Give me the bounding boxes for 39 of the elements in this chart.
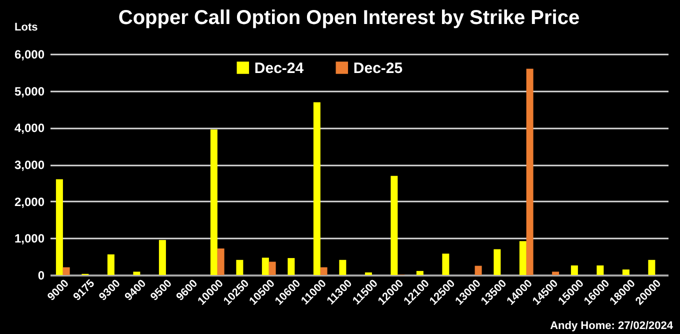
text: Andy Home: 27/02/2024 [550, 320, 674, 332]
bar [236, 260, 244, 275]
bar [494, 249, 501, 275]
bar [133, 272, 140, 275]
bar [364, 272, 372, 275]
y-tick-label: 0 [38, 268, 45, 282]
y-tick-label: 4,000 [14, 121, 45, 136]
bar [268, 262, 276, 275]
bar [442, 254, 450, 275]
chart-title: Copper Call Option Open Interest by Strike Price [118, 7, 580, 29]
legend-label: Dec-25 [353, 60, 403, 77]
y-tick-label: 1,000 [14, 232, 45, 246]
y-tick-label: 2,000 [14, 194, 45, 209]
bar [107, 254, 114, 275]
bar [622, 269, 630, 275]
bar [570, 265, 578, 275]
bar [552, 272, 560, 275]
bar [158, 240, 166, 275]
bar [320, 267, 328, 275]
y-tick-label: 5,000 [14, 84, 45, 98]
bar [526, 68, 534, 275]
y-tick-label: 6,000 [14, 48, 45, 62]
y-axis-title: Lots [14, 22, 38, 34]
bar [288, 258, 295, 275]
bar [217, 248, 224, 275]
bar [390, 176, 398, 275]
bar [313, 102, 320, 275]
bar [648, 260, 656, 275]
bar [474, 266, 482, 275]
bar [262, 258, 269, 275]
bar [596, 265, 604, 275]
bar [519, 241, 526, 275]
bar [56, 179, 63, 275]
bar [339, 260, 346, 275]
bar [62, 267, 70, 275]
bar [210, 130, 218, 275]
y-tick-label: 3,000 [14, 158, 45, 172]
legend-label: Dec-24 [254, 60, 304, 77]
bar [416, 270, 424, 275]
